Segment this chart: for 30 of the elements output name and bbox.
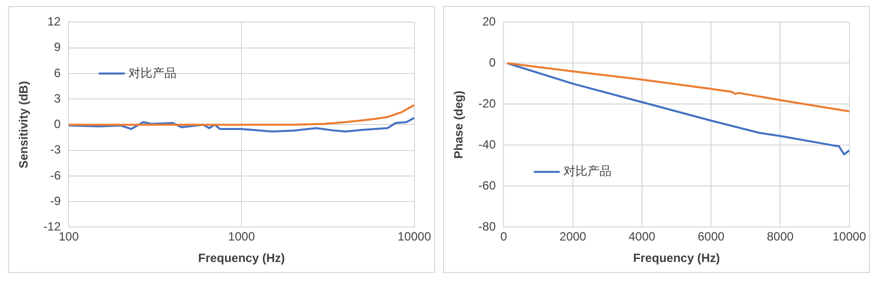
y-tick-label: -40 bbox=[478, 138, 496, 152]
x-axis-title: Frequency (Hz) bbox=[198, 251, 285, 266]
x-tick-label: 4000 bbox=[628, 230, 656, 244]
y-tick-label: 9 bbox=[54, 40, 62, 54]
x-tick-label: 0 bbox=[500, 230, 508, 244]
y-tick-label: 12 bbox=[47, 14, 62, 29]
legend-label: 对比产品 bbox=[128, 66, 177, 80]
x-tick-label: 10000 bbox=[398, 230, 432, 244]
y-tick-label: -3 bbox=[50, 142, 62, 157]
y-axis-title: Phase (deg) bbox=[452, 90, 466, 159]
y-tick-label: 0 bbox=[54, 117, 62, 132]
x-tick-label: 2000 bbox=[560, 230, 587, 244]
y-tick-label: -20 bbox=[478, 96, 496, 111]
y-tick-label: -6 bbox=[50, 168, 62, 182]
y-tick-label: -60 bbox=[478, 178, 496, 193]
x-tick-label: 6000 bbox=[698, 230, 725, 244]
y-tick-label: -80 bbox=[478, 220, 496, 234]
x-tick-label: 8000 bbox=[766, 230, 794, 244]
y-axis-title: Sensitivity (dB) bbox=[16, 81, 31, 168]
y-tick-label: -12 bbox=[43, 220, 62, 234]
x-axis-title: Frequency (Hz) bbox=[633, 251, 720, 266]
y-tick-label: 0 bbox=[489, 56, 496, 70]
x-tick-label: 1000 bbox=[228, 230, 256, 244]
y-tick-label: 20 bbox=[482, 14, 496, 29]
y-tick-label: 6 bbox=[54, 66, 62, 80]
x-tick-label: 100 bbox=[58, 230, 80, 244]
x-tick-label: 10000 bbox=[832, 230, 866, 244]
y-tick-label: -9 bbox=[50, 194, 62, 208]
legend-label: 对比产品 bbox=[564, 164, 612, 178]
y-tick-label: 3 bbox=[54, 91, 62, 106]
